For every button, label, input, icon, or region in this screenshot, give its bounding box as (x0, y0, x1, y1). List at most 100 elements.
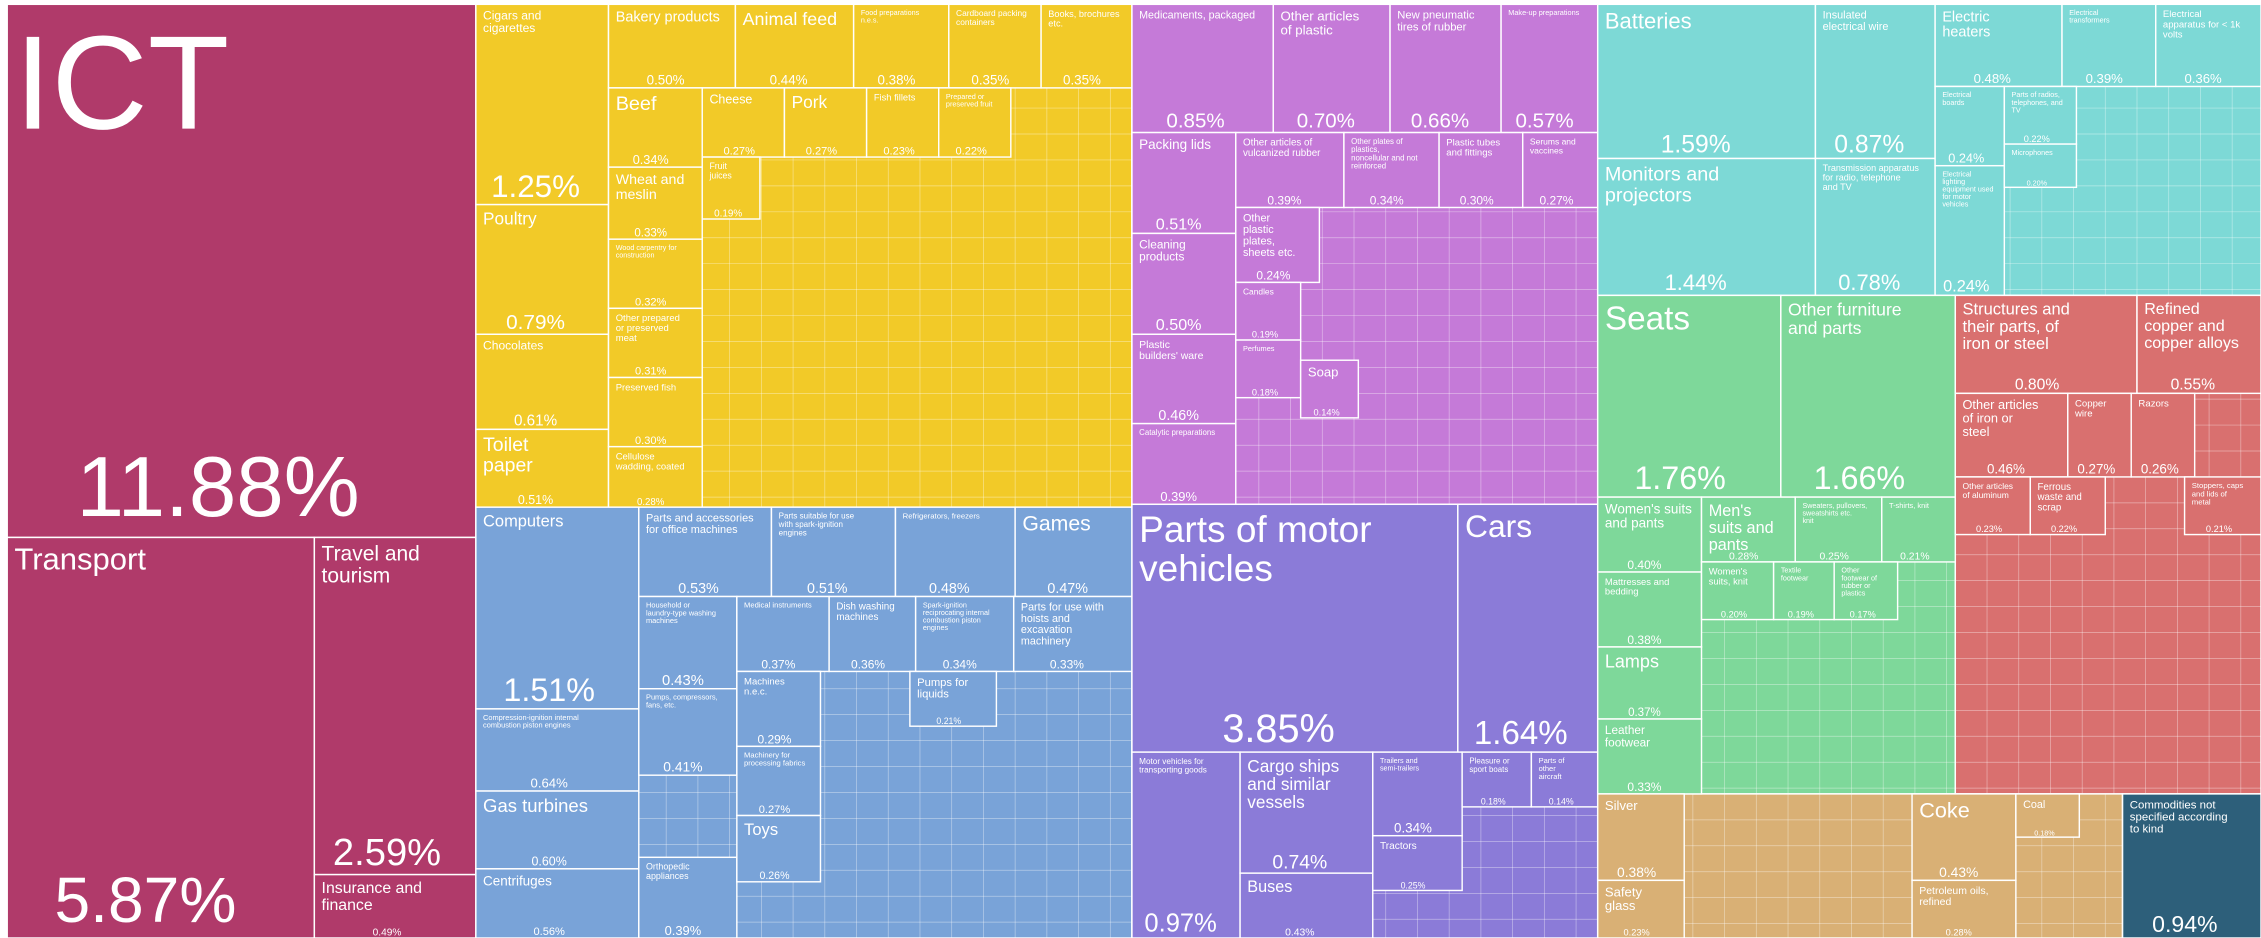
tile-label: Pork (792, 92, 828, 112)
tile-value: 0.28% (637, 497, 665, 508)
tile-value: 0.49% (373, 927, 402, 938)
tile (1014, 506, 1133, 598)
tile (948, 3, 1042, 89)
tile-label: Refrigerators, freezers (903, 511, 980, 520)
tile (1772, 561, 1835, 621)
tile-value: 0.23% (1624, 928, 1650, 938)
tile-value: 0.36% (2184, 71, 2222, 86)
tile (1239, 872, 1374, 938)
tile (1596, 3, 1817, 160)
tile-value: 5.87% (54, 864, 236, 936)
tile-label: Household or laundry-type washing machin… (646, 601, 718, 626)
tile (1934, 85, 2006, 167)
tile-label: Medicaments, packaged (1139, 9, 1255, 21)
tile-label: Perfumes (1243, 344, 1275, 353)
tile (2003, 143, 2078, 189)
tile (313, 536, 477, 876)
tile (2155, 3, 2261, 88)
tile-label: Tractors (1380, 841, 1417, 852)
tile-value: 0.27% (1539, 193, 1573, 207)
tile-value: 0.28% (1729, 551, 1758, 562)
tile-label: Coke (1919, 798, 1969, 823)
tile (1131, 333, 1237, 425)
tile-label: Soap (1308, 364, 1339, 379)
tile-label: Plastic builders' ware (1139, 340, 1203, 362)
tile-value: 1.25% (491, 169, 580, 204)
tile-label: Insulated electrical wire (1823, 9, 1889, 32)
tile-label: Books, brochures etc. (1048, 9, 1122, 29)
tile (909, 670, 998, 727)
tile-value: 0.19% (714, 209, 742, 220)
tile (607, 376, 703, 448)
tile-label: Parts for use with hoists and excavation… (1021, 602, 1107, 648)
tile (6, 3, 477, 539)
tile-value: 0.23% (1976, 524, 2002, 534)
tile-label: Parts and accessories for office machine… (646, 512, 757, 535)
tile-value: 1.51% (503, 672, 595, 708)
tile (475, 790, 640, 870)
tile (770, 506, 897, 598)
tile-label: Mattresses and bedding (1605, 576, 1672, 597)
tile-label: Prepared or preserved fruit (946, 92, 992, 109)
tile (607, 87, 703, 168)
tile-label: Travel and tourism (322, 543, 426, 588)
tile-label: Parts suitable for use with spark-igniti… (778, 512, 857, 538)
tile-label: Leather footwear (1605, 724, 1650, 749)
tile-value: 0.18% (2034, 828, 2055, 837)
tile-value: 0.14% (1314, 408, 1340, 418)
tile-value: 11.88% (77, 440, 360, 535)
tile-label: Compression-ignition internal combustion… (483, 713, 581, 730)
tile (607, 307, 703, 379)
tile-value: 0.20% (1721, 609, 1747, 619)
tile (1934, 164, 2006, 297)
tile-label: Cellulose wadding, coated (615, 452, 685, 473)
tile-value: 0.30% (635, 435, 667, 447)
tile (1521, 131, 1599, 209)
tile (1235, 206, 1321, 284)
tile (783, 87, 868, 158)
tile (1457, 503, 1599, 753)
tile (1530, 751, 1599, 808)
tile-value: 0.33% (1050, 657, 1084, 671)
tile-value: 0.21% (1900, 551, 1929, 562)
tile (607, 166, 703, 240)
tile-value: 0.38% (1627, 633, 1661, 647)
tile-value: 2.59% (333, 831, 441, 874)
tile-value: 0.27% (2077, 462, 2115, 477)
tile (1239, 751, 1374, 874)
tile-label: Trailers and semi-trailers (1380, 756, 1420, 773)
tile-label: Women's suits and pants (1605, 502, 1696, 531)
tile-value: 0.39% (1160, 489, 1197, 504)
tile (1596, 879, 1685, 938)
tile (1596, 571, 1703, 648)
tile-label: Sweaters, pullovers, sweatshirts etc. kn… (1802, 501, 1869, 525)
tile-label: Candles (1243, 286, 1274, 296)
tile-value: 0.22% (2024, 134, 2050, 144)
tile-value: 0.51% (1156, 215, 1202, 233)
tile-value: 0.26% (759, 870, 790, 882)
tile-value: 0.55% (2171, 376, 2216, 393)
tile-label: New pneumatic tires of rubber (1397, 10, 1477, 34)
tile-label: Microphones (2012, 148, 2054, 157)
tile-value: 0.43% (1939, 864, 1978, 880)
tile (1833, 561, 1899, 621)
tile (2136, 294, 2261, 395)
tile (937, 87, 1012, 158)
tile (1372, 834, 1463, 892)
tile-value: 0.24% (1256, 268, 1290, 282)
tile-value: 0.18% (1481, 797, 1506, 807)
tile-label: Electrical lighting equipment used for m… (1942, 170, 1995, 209)
tile-value: 0.74% (1272, 851, 1327, 873)
tile-label: Poultry (483, 208, 537, 228)
tile-label: Toilet paper (483, 434, 534, 476)
tile (736, 814, 822, 883)
tile (1235, 281, 1302, 341)
tile-value: 0.25% (1401, 880, 1426, 890)
tile (1934, 3, 2063, 88)
tile-label: Spark-ignition reciprocating internal co… (923, 600, 992, 632)
tile-value: 0.30% (1460, 193, 1494, 207)
tile (607, 238, 703, 310)
tile-value: 0.50% (1156, 316, 1202, 334)
tile-label: Monitors and projectors (1605, 164, 1725, 207)
tile (1131, 3, 1274, 134)
